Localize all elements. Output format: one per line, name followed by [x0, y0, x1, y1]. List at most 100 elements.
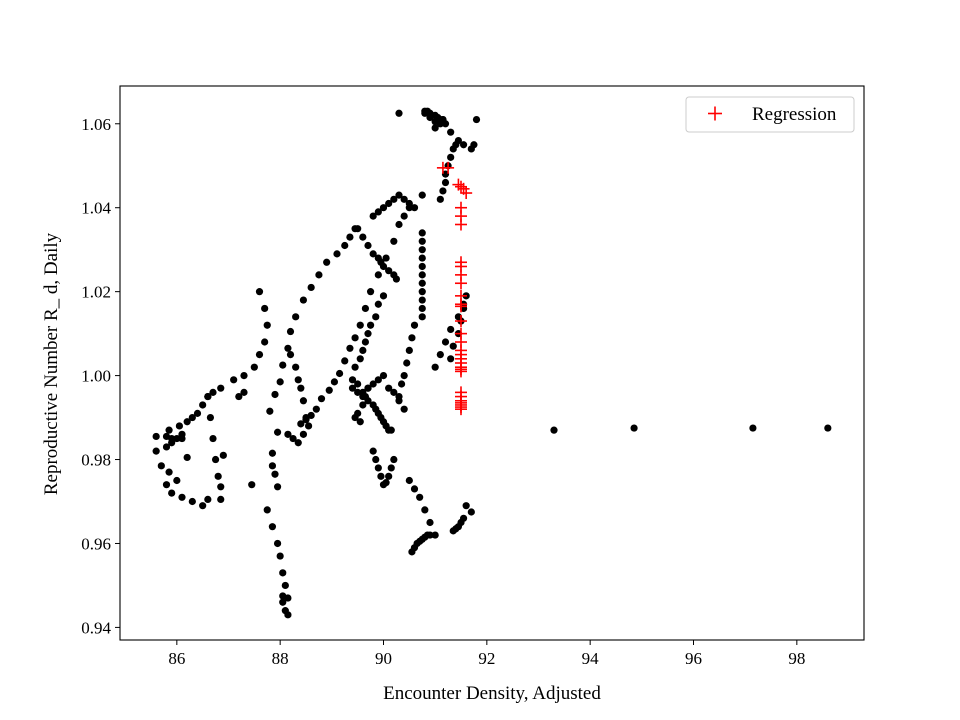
- data-point: [390, 237, 398, 245]
- data-point: [354, 225, 362, 233]
- data-point: [266, 407, 274, 415]
- data-point: [268, 523, 277, 531]
- data-point: [467, 508, 475, 516]
- data-point: [240, 388, 248, 396]
- data-point: [240, 371, 248, 380]
- data-point: [395, 220, 403, 229]
- data-point: [390, 455, 398, 464]
- data-point: [364, 384, 372, 392]
- data-point: [418, 254, 426, 262]
- data-point: [372, 313, 380, 321]
- y-tick-label: 0.98: [81, 451, 111, 470]
- y-tick-label: 0.94: [81, 618, 111, 637]
- data-point: [193, 409, 202, 417]
- x-tick-label: 86: [168, 649, 185, 668]
- data-point: [361, 392, 370, 401]
- regression-point: [455, 180, 467, 193]
- data-point: [439, 187, 447, 195]
- data-point: [436, 195, 444, 203]
- data-point: [346, 344, 354, 352]
- data-point: [418, 288, 426, 296]
- data-point: [369, 212, 377, 220]
- data-point: [824, 424, 832, 432]
- data-point: [364, 330, 372, 338]
- data-point: [214, 472, 222, 480]
- regression-point: [455, 300, 467, 313]
- data-point: [204, 495, 212, 504]
- data-point: [354, 380, 362, 388]
- x-tick-label: 94: [582, 649, 600, 668]
- data-point: [630, 424, 638, 432]
- data-point: [250, 363, 258, 371]
- data-point: [447, 355, 455, 363]
- data-point: [366, 288, 375, 296]
- data-point: [472, 115, 481, 124]
- data-point: [346, 233, 354, 241]
- data-point: [436, 351, 444, 359]
- legend: Regression: [685, 96, 855, 133]
- data-point: [395, 109, 403, 117]
- data-point: [255, 288, 264, 296]
- data-point: [302, 416, 310, 424]
- data-point: [418, 279, 426, 287]
- data-point: [299, 430, 308, 438]
- data-point: [209, 434, 217, 443]
- data-point: [188, 413, 196, 422]
- data-point: [454, 136, 463, 145]
- legend-box: [685, 96, 855, 133]
- regression-point: [460, 187, 473, 200]
- data-point: [382, 254, 390, 262]
- data-point: [418, 262, 426, 271]
- data-point: [374, 376, 382, 384]
- data-point: [279, 361, 287, 369]
- data-point: [268, 449, 277, 457]
- data-point: [294, 376, 302, 384]
- data-point: [369, 380, 377, 388]
- data-point: [276, 552, 284, 560]
- data-point: [292, 363, 300, 371]
- y-tick-label: 1.06: [81, 115, 111, 134]
- data-point: [421, 506, 429, 514]
- data-point: [168, 489, 176, 497]
- data-point: [271, 470, 279, 478]
- data-point: [279, 592, 287, 600]
- data-point: [323, 258, 331, 266]
- data-point: [387, 426, 395, 434]
- data-point: [206, 413, 215, 422]
- data-point: [379, 292, 388, 300]
- data-point: [369, 250, 377, 258]
- data-point: [400, 405, 408, 413]
- data-point: [325, 386, 333, 394]
- data-point: [173, 434, 181, 443]
- data-point: [374, 208, 382, 216]
- data-point: [279, 569, 287, 577]
- data-point: [374, 464, 382, 472]
- data-point: [312, 405, 320, 413]
- data-point: [333, 250, 341, 258]
- data-point: [348, 384, 357, 392]
- x-tick-label: 88: [272, 649, 289, 668]
- data-point: [341, 241, 349, 250]
- data-point: [410, 204, 419, 212]
- regression-point: [455, 277, 467, 290]
- data-point: [385, 384, 393, 392]
- data-point: [276, 378, 284, 386]
- data-point: [379, 371, 388, 380]
- data-point: [294, 439, 302, 447]
- data-point: [356, 355, 364, 363]
- data-point: [462, 502, 470, 510]
- y-tick-label: 0.96: [81, 534, 111, 553]
- data-point: [217, 483, 225, 491]
- data-point: [183, 418, 191, 426]
- data-point: [299, 397, 308, 405]
- data-point: [211, 455, 220, 464]
- data-point: [354, 388, 362, 396]
- data-point: [364, 241, 372, 250]
- x-tick-label: 96: [685, 649, 702, 668]
- data-point: [416, 493, 424, 501]
- data-point: [379, 204, 388, 212]
- data-point: [418, 246, 426, 254]
- data-point: [157, 462, 165, 470]
- data-point: [299, 296, 308, 304]
- data-point: [361, 338, 370, 346]
